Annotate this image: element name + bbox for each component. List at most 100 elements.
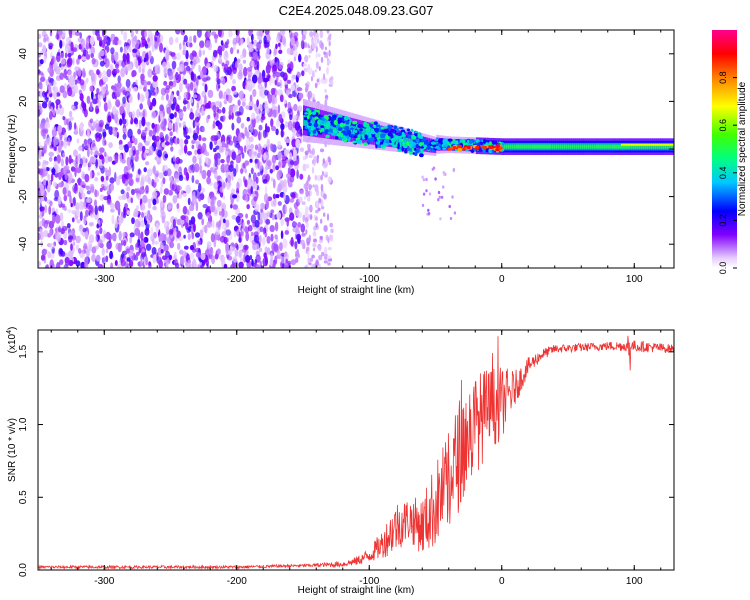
heatmap-noise-cell xyxy=(215,229,220,236)
heatmap-noise-cell xyxy=(248,43,254,53)
heatmap-sparse-cell xyxy=(330,228,334,234)
heatmap-noise-cell xyxy=(79,93,84,102)
heatmap-noise-cell xyxy=(284,217,290,223)
heatmap-sparse-cell xyxy=(308,234,311,243)
heatmap-sparse-cell xyxy=(323,260,328,264)
heatmap-band-cell xyxy=(636,144,640,149)
heatmap-noise-cell xyxy=(51,128,58,138)
heatmap-band-cell xyxy=(511,144,514,149)
heatmap-band-cell xyxy=(360,127,363,136)
heatmap-tail-cell xyxy=(422,178,426,182)
heatmap-noise-cell xyxy=(183,245,189,250)
heatmap-noise-cell xyxy=(211,31,217,36)
heatmap-noise-cell xyxy=(204,156,209,164)
heatmap-noise-cell xyxy=(109,177,115,184)
heatmap-noise-cell xyxy=(173,179,177,186)
heatmap-noise-cell xyxy=(225,144,229,153)
heatmap-noise-cell xyxy=(143,57,147,63)
heatmap-band-cell xyxy=(575,144,578,149)
heatmap-sparse-cell xyxy=(329,222,334,228)
heatmap-noise-cell xyxy=(243,66,248,77)
heatmap-noise-cell xyxy=(49,92,53,98)
heatmap-noise-cell xyxy=(221,62,225,67)
heatmap-noise-cell xyxy=(253,196,258,202)
heatmap-noise-cell xyxy=(151,247,157,255)
heatmap-noise-cell xyxy=(212,49,218,58)
heatmap-noise-cell xyxy=(40,254,46,261)
heatmap-noise-cell xyxy=(278,113,283,122)
heatmap-noise-cell xyxy=(250,185,254,195)
heatmap-noise-cell xyxy=(106,198,112,206)
heatmap-noise-cell xyxy=(232,90,238,95)
heatmap-noise-cell xyxy=(170,146,174,152)
heatmap-noise-cell xyxy=(60,158,64,167)
heatmap-noise-cell xyxy=(214,209,218,215)
heatmap-noise-cell xyxy=(159,42,163,53)
heatmap-noise-cell xyxy=(117,242,122,253)
heatmap-band-cell xyxy=(658,144,661,149)
heatmap-noise-cell xyxy=(287,167,291,175)
heatmap-noise-cell xyxy=(49,242,55,250)
heatmap-noise-cell xyxy=(255,106,260,114)
heatmap-speckle-cell xyxy=(387,131,392,137)
heatmap-peak-cell xyxy=(447,147,453,151)
heatmap-sparse-cell xyxy=(303,196,307,200)
heatmap-noise-cell xyxy=(274,79,278,86)
colorbar-tick-label: 0.8 xyxy=(718,71,728,84)
heatmap-noise-cell xyxy=(150,226,154,236)
heatmap-noise-cell xyxy=(47,173,50,181)
heatmap-noise-cell xyxy=(198,64,201,73)
heatmap-noise-cell xyxy=(89,85,94,92)
heatmap-noise-cell xyxy=(159,132,164,138)
heatmap-noise-cell xyxy=(192,132,199,141)
heatmap-noise-cell xyxy=(277,104,281,114)
heatmap-sparse-cell xyxy=(304,30,307,36)
heatmap-noise-cell xyxy=(191,232,195,240)
heatmap-noise-cell xyxy=(189,98,194,104)
heatmap-noise-cell xyxy=(48,76,51,83)
heatmap-noise-cell xyxy=(123,213,127,219)
heatmap-band-cell xyxy=(654,144,657,149)
heatmap-noise-cell xyxy=(109,250,113,260)
heatmap-noise-cell xyxy=(190,216,196,225)
heatmap-noise-cell xyxy=(75,202,80,212)
heatmap-tail-cell xyxy=(448,204,451,209)
heatmap-noise-cell xyxy=(144,30,147,38)
heatmap-sparse-cell xyxy=(323,246,328,255)
heatmap-noise-cell xyxy=(217,109,222,114)
heatmap-noise-cell xyxy=(43,55,47,64)
heatmap-noise-cell xyxy=(154,240,159,245)
heatmap-noise-cell xyxy=(62,152,65,158)
heatmap-sparse-cell xyxy=(308,205,313,212)
heatmap-noise-cell xyxy=(69,34,73,39)
heatmap-noise-cell xyxy=(263,77,269,83)
heatmap-noise-cell xyxy=(293,103,298,112)
heatmap-sparse-cell xyxy=(326,59,332,65)
heatmap-noise-cell xyxy=(52,214,56,224)
heatmap-noise-cell xyxy=(273,47,278,56)
heatmap-noise-cell xyxy=(152,254,157,264)
heatmap-noise-cell xyxy=(246,179,252,190)
heatmap-noise-cell xyxy=(106,240,112,250)
heatmap-noise-cell xyxy=(217,30,222,38)
heatmap-noise-cell xyxy=(293,202,298,210)
heatmap-sparse-cell xyxy=(328,40,331,47)
heatmap-noise-cell xyxy=(145,89,149,100)
heatmap-band-cell xyxy=(551,144,554,149)
heatmap-noise-cell xyxy=(195,247,201,253)
heatmap-noise-cell xyxy=(144,149,150,154)
heatmap-noise-cell xyxy=(51,207,55,213)
heatmap-noise-cell xyxy=(182,121,187,128)
heatmap-noise-cell xyxy=(243,145,247,154)
heatmap-noise-cell xyxy=(137,193,141,201)
heatmap-noise-cell xyxy=(294,121,300,132)
heatmap-noise-cell xyxy=(92,30,96,36)
heatmap-noise-cell xyxy=(130,120,134,125)
heatmap-noise-cell xyxy=(123,206,126,216)
heatmap-sparse-cell xyxy=(325,95,329,99)
heatmap-noise-cell xyxy=(68,250,74,258)
heatmap-noise-cell xyxy=(134,227,140,236)
heatmap-noise-cell xyxy=(273,243,279,252)
heatmap-noise-cell xyxy=(199,70,204,80)
